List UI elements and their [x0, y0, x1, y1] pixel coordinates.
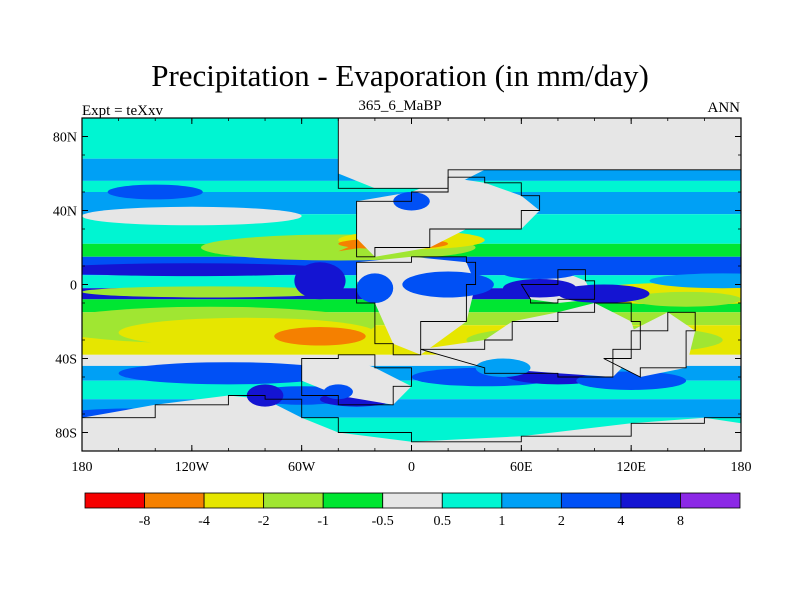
coastline — [520, 269, 596, 304]
field-patch — [649, 273, 741, 289]
field-patch — [82, 395, 741, 451]
colorbar-label: -2 — [258, 514, 270, 529]
colorbar-label: 4 — [617, 514, 624, 529]
field-patch — [82, 206, 302, 226]
field-patch — [557, 284, 650, 303]
coastline — [356, 176, 541, 258]
colorbar-box — [382, 492, 443, 509]
field-patch — [301, 354, 412, 405]
season-label: ANN — [707, 100, 741, 116]
y-tick-label: 80S — [55, 427, 77, 442]
colorbar-box — [144, 492, 205, 509]
colorbar-box — [84, 492, 145, 509]
y-tick-label: 0 — [70, 279, 77, 294]
colorbar-box — [560, 492, 622, 509]
colorbar-box — [263, 492, 324, 509]
colorbar-label: -4 — [198, 514, 210, 529]
continent-outlines — [82, 118, 741, 451]
field-patch — [475, 358, 531, 377]
colorbar-box — [203, 492, 265, 509]
y-tick-label: 40N — [53, 205, 77, 220]
colorbar-box — [680, 492, 741, 509]
y-tick-label: 80N — [53, 131, 77, 146]
coastline — [420, 302, 641, 378]
field-patch — [294, 262, 346, 300]
precip-evap-field — [82, 118, 741, 451]
field-patch — [274, 327, 366, 346]
colorbar-label: 0.5 — [434, 514, 452, 529]
field-patch — [82, 286, 339, 298]
x-tick-label: 60W — [288, 460, 316, 475]
colorbar-box — [322, 492, 384, 509]
coastline — [82, 395, 741, 451]
field-patch — [631, 291, 741, 307]
x-axis: 180 120W 60W 0 60E 120E 180 — [72, 118, 752, 475]
map-title: Precipitation - Evaporation (in mm/day) — [151, 58, 649, 93]
field-patch — [107, 184, 203, 200]
x-tick-label: 60E — [510, 460, 533, 475]
field-patch — [118, 362, 339, 385]
field-patch — [82, 263, 339, 277]
x-tick-label: 0 — [408, 460, 415, 475]
colorbar-label: 2 — [558, 514, 565, 529]
y-axis: 80N 40N 0 40S 80S — [53, 117, 741, 452]
x-tick-label: 180 — [72, 460, 93, 475]
colorbar-label: 1 — [498, 514, 505, 529]
colorbar-label: 8 — [677, 514, 684, 529]
field-patch — [420, 303, 641, 377]
colorbar-label: -8 — [139, 514, 151, 529]
field-patch — [603, 312, 696, 377]
field-band — [82, 380, 741, 400]
x-tick-label: 180 — [731, 460, 752, 475]
colorbar-box — [620, 492, 681, 509]
experiment-label: Expt = teXxv — [82, 103, 163, 119]
coastline — [301, 354, 412, 406]
field-patch — [402, 271, 494, 298]
colorbar-label: -0.5 — [372, 514, 394, 529]
colorbar-box — [501, 492, 562, 509]
colorbar-label: -1 — [317, 514, 329, 529]
coastline — [603, 311, 696, 378]
field-patch — [356, 273, 394, 304]
x-tick-label: 120E — [616, 460, 646, 475]
colorbar: -8 -4 -2 -1 -0.5 0.5 1 2 4 8 — [84, 492, 741, 529]
field-patch — [338, 118, 741, 189]
x-tick-label: 120W — [175, 460, 210, 475]
period-label: 365_6_MaBP — [358, 98, 442, 114]
colorbar-box — [441, 492, 503, 509]
coastline — [356, 256, 477, 356]
field-band — [82, 354, 741, 366]
y-tick-label: 40S — [55, 353, 77, 368]
